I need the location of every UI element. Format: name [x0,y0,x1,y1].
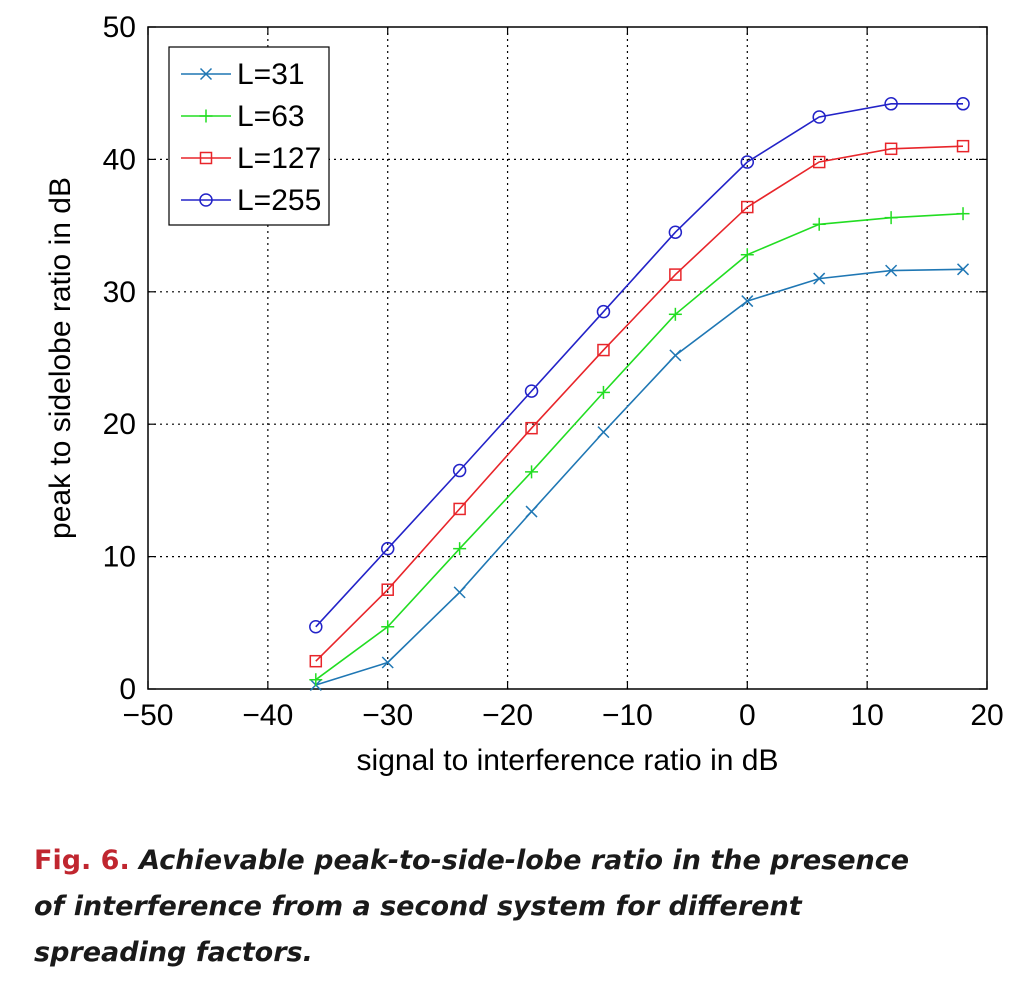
data-point [741,200,754,214]
legend-label: L=63 [237,100,305,133]
data-point [597,426,610,439]
series-l-255 [309,97,970,634]
legend-marker [199,109,213,123]
series-l-127 [309,139,970,668]
legend-marker [199,193,213,207]
data-point [525,465,539,479]
series-line [315,145,964,662]
data-point [812,110,826,124]
data-point [669,268,682,281]
data-point [885,264,898,277]
x-tick-label: −20 [482,699,533,732]
data-point [596,304,611,319]
data-point [956,139,970,153]
y-axis: 0 10 20 30 40 50 [103,11,987,706]
plot-area [147,26,988,690]
legend-label: L=255 [237,184,321,217]
legend-entry: L=31 [181,58,305,91]
data-point [452,463,467,478]
figure-label: Fig. 6. [34,845,130,876]
data-point [956,207,970,221]
legend-entry: L=127 [181,142,321,175]
data-point [381,620,395,634]
x-axis-label: signal to interference ratio in dB [357,744,779,777]
x-tick-label: 20 [970,699,1003,732]
legend: L=31 L=63 L=127 L=255 [168,46,330,226]
data-point [669,349,682,362]
data-point [380,541,395,556]
data-point [812,217,826,231]
series-layer [309,97,970,692]
data-point [596,385,610,399]
data-point [381,583,394,596]
legend-marker [199,151,213,165]
series-l-31 [309,263,970,692]
data-point [309,654,323,668]
data-point [740,155,755,169]
data-point [956,263,970,276]
legend-label: L=127 [237,142,321,175]
data-point [453,586,466,599]
data-point [740,248,754,262]
y-tick-label: 20 [103,408,136,441]
data-point [524,384,539,398]
legend-entry: L=255 [181,184,321,217]
data-point [668,225,683,239]
data-point [956,97,970,111]
data-point [597,343,610,357]
legend-label: L=31 [237,58,305,91]
data-point [741,295,754,308]
data-point [813,272,826,285]
data-point [812,155,826,169]
data-point [453,502,466,516]
data-point [525,505,538,518]
y-tick-label: 10 [103,541,136,574]
legend-marker [199,67,213,81]
y-tick-label: 30 [103,276,136,309]
data-point [381,656,394,669]
legend-entry: L=63 [181,100,305,133]
data-point [525,421,538,435]
caption-text: Achievable peak-to-side-lobe ratio in th… [34,845,910,968]
x-tick-label: 0 [739,699,756,732]
x-tick-label: 10 [850,699,883,732]
data-point [884,142,898,156]
y-tick-label: 40 [103,143,136,176]
y-axis-label: peak to sidelobe ratio in dB [44,177,77,539]
series-line [315,268,964,686]
x-tick-label: −50 [123,699,174,732]
figure-caption: Fig. 6. Achievable peak-to-side-lobe rat… [34,838,934,976]
data-point [884,97,898,111]
line-chart: −50 −40 −30 −20 −10 0 10 20 0 10 20 30 40 50 signal … [44,11,1004,777]
data-point [309,673,323,687]
x-tick-label: −40 [242,699,293,732]
y-tick-label: 0 [119,673,136,706]
x-tick-label: −10 [602,699,653,732]
x-axis: −50 −40 −30 −20 −10 0 10 20 [123,27,1004,732]
series-line [315,103,963,628]
y-tick-label: 50 [103,11,136,44]
x-tick-label: −30 [362,699,413,732]
data-point [309,620,323,634]
legend-box [168,46,330,226]
data-point [668,307,682,321]
series-l-63 [309,207,970,687]
data-point [453,542,467,556]
data-point [884,211,898,225]
series-line [315,212,964,681]
